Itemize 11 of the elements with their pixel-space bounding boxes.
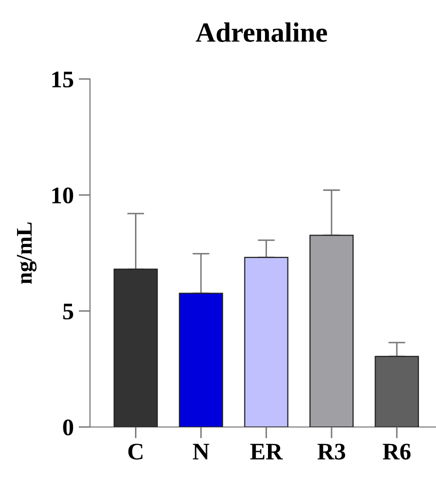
x-tick-label: C xyxy=(128,444,142,460)
y-tick-label: 5 xyxy=(63,304,74,320)
y-tick-label: 10 xyxy=(52,187,74,204)
chart-title: Adrenaline xyxy=(196,22,327,42)
x-tick-label: ER xyxy=(250,444,283,460)
y-axis-title: ng/mL xyxy=(16,222,37,284)
x-tick-label: R3 xyxy=(318,444,346,460)
y-tick-label: 15 xyxy=(52,72,74,88)
x-tick-label: R6 xyxy=(382,444,411,460)
x-tick-label: N xyxy=(192,444,210,460)
y-tick-label: 0 xyxy=(63,419,74,436)
